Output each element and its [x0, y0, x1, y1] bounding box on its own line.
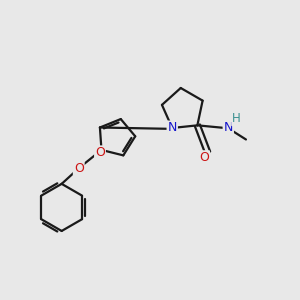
Text: N: N [224, 121, 233, 134]
Text: O: O [199, 151, 209, 164]
Text: N: N [167, 122, 177, 134]
Text: O: O [74, 162, 84, 175]
Text: O: O [95, 146, 105, 159]
Text: H: H [232, 112, 241, 125]
